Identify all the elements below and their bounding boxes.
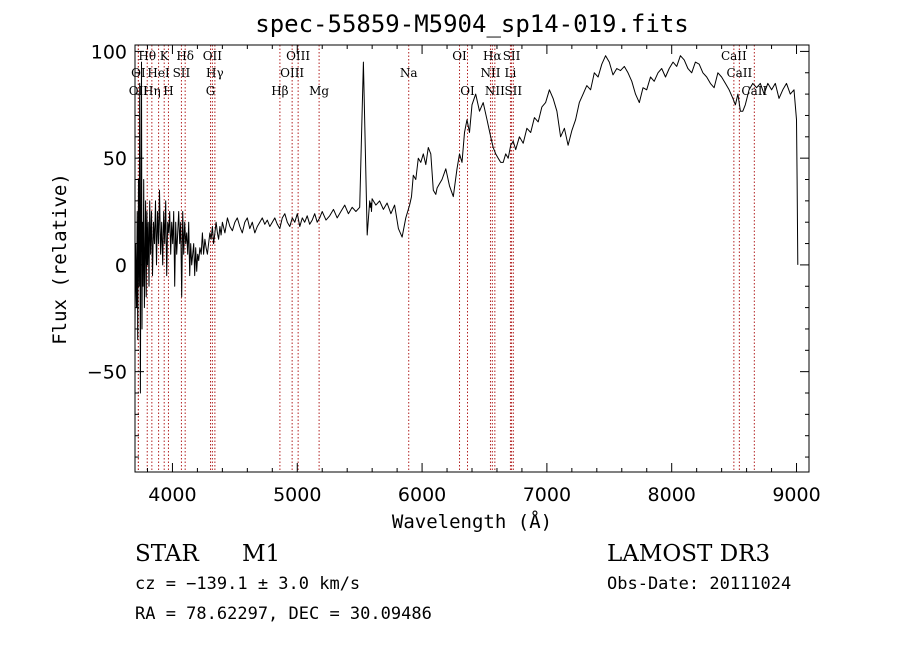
line-marker-label: OII (129, 84, 149, 98)
line-marker-label: OI (460, 84, 475, 98)
line-marker-label: CaII (721, 49, 747, 63)
survey-name: LAMOST DR3 (607, 541, 770, 567)
redshift-readout: cz = −139.1 ± 3.0 km/s (135, 574, 360, 594)
coordinates-readout: RA = 78.62297, DEC = 30.09486 (135, 604, 432, 624)
line-marker-label: Mg (309, 84, 329, 98)
line-marker-label: G (206, 84, 216, 98)
line-marker-label: CaII (726, 66, 752, 80)
line-markers (137, 45, 755, 472)
line-marker-label: SII (173, 66, 191, 80)
line-marker-label: HeI (147, 66, 170, 80)
y-tick-label: 0 (115, 255, 127, 277)
x-tick-label: 5000 (273, 484, 321, 506)
flux-line (134, 55, 799, 394)
object-subclass: M1 (242, 541, 280, 567)
x-axis-ticks: 4000 5000 6000 7000 8000 9000 (146, 45, 821, 506)
line-marker-label: Hθ (138, 49, 156, 63)
line-marker-label: H (163, 84, 173, 98)
x-tick-label: 7000 (523, 484, 571, 506)
line-marker-label: Hη (143, 84, 161, 98)
line-marker-label: SII (503, 49, 521, 63)
x-tick-label: 6000 (398, 484, 446, 506)
line-marker-label: Hβ (271, 84, 288, 98)
chart-title: spec-55859-M5904_sp14-019.fits (255, 10, 688, 38)
line-marker-label: Li (505, 66, 517, 80)
y-axis-ticks: −50 0 50 100 (87, 41, 809, 458)
x-tick-label: 9000 (772, 484, 820, 506)
line-marker-label: OIII (280, 66, 304, 80)
observation-date: Obs-Date: 20111024 (607, 574, 791, 594)
y-axis-label: Flux (relative) (49, 173, 71, 345)
y-tick-label: 50 (103, 148, 127, 170)
x-tick-label: 8000 (648, 484, 696, 506)
line-marker-label: Hα (483, 49, 502, 63)
line-marker-label: OIII (286, 49, 310, 63)
line-marker-label: CaII (741, 84, 767, 98)
line-marker-label: OII (203, 49, 223, 63)
line-marker-label: NII (480, 66, 500, 80)
x-tick-label: 4000 (148, 484, 196, 506)
line-marker-label: SII (504, 84, 522, 98)
line-marker-label: Hγ (206, 66, 224, 80)
line-marker-label: Na (400, 66, 418, 80)
line-marker-label: OI (452, 49, 467, 63)
line-marker-label: Hδ (176, 49, 194, 63)
line-marker-label: K (160, 49, 170, 63)
x-axis-label: Wavelength (Å) (392, 510, 552, 533)
y-tick-label: 100 (91, 41, 127, 63)
y-tick-label: −50 (87, 362, 127, 384)
object-class: STAR (135, 541, 199, 567)
line-marker-label: NII (485, 84, 505, 98)
